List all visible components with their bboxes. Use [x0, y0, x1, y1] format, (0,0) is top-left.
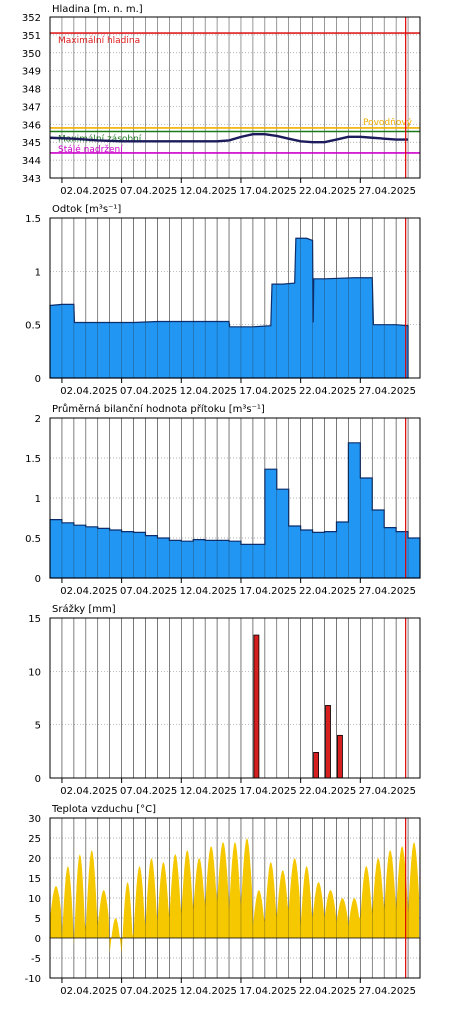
y-tick-label: 349 — [22, 67, 41, 78]
x-tick-label: 17.04.2025 — [239, 986, 296, 997]
y-tick-label: 343 — [22, 174, 41, 185]
y-tick-label: 350 — [22, 49, 41, 60]
y-tick-label: 0 — [35, 574, 41, 585]
y-tick-label: 5 — [35, 721, 41, 732]
x-tick-label: 12.04.2025 — [180, 186, 237, 197]
outflow-area — [49, 237, 409, 379]
y-tick-label: -5 — [31, 954, 41, 965]
plot-frame — [49, 16, 421, 179]
x-tick-label: 02.04.2025 — [60, 186, 117, 197]
y-tick-label: 25 — [28, 834, 41, 845]
chart-title: Průměrná bilanční hodnota přítoku [m³s⁻¹… — [52, 403, 265, 415]
x-tick-label: 22.04.2025 — [299, 186, 356, 197]
x-tick-label: 12.04.2025 — [180, 586, 237, 597]
x-tick-label: 22.04.2025 — [299, 586, 356, 597]
y-tick-label: 5 — [35, 914, 41, 925]
level-series-line — [49, 132, 409, 144]
y-tick-label: 346 — [22, 120, 41, 131]
y-tick-label: 344 — [22, 156, 41, 167]
x-tick-label: 27.04.2025 — [359, 186, 416, 197]
y-tick-label: 2 — [35, 414, 41, 425]
chart-title: Teplota vzduchu [°C] — [51, 804, 156, 815]
chart-title: Odtok [m³s⁻¹] — [52, 204, 121, 215]
x-tick-label: 17.04.2025 — [239, 786, 296, 797]
plot-area — [50, 618, 420, 778]
x-tick-label: 27.04.2025 — [359, 986, 416, 997]
reference-line-label: Povodňový — [363, 117, 413, 128]
x-tick-label: 02.04.2025 — [60, 986, 117, 997]
y-tick-label: 0.5 — [25, 321, 41, 332]
reference-line-label: Maximální hladina — [58, 36, 140, 46]
y-tick-label: -10 — [25, 974, 41, 985]
plot-frame — [49, 817, 421, 979]
x-tick-label: 22.04.2025 — [299, 986, 356, 997]
y-tick-label: 345 — [22, 138, 41, 149]
y-tick-label: 0 — [35, 374, 41, 385]
chart-panel-5: Teplota vzduchu [°C] -10 -5 0 5 10 15 20 25 30 02.… — [25, 804, 421, 997]
chart-title: Srážky [mm] — [52, 603, 116, 615]
y-tick-label: 10 — [28, 894, 41, 905]
temperature-area — [50, 838, 420, 954]
x-tick-label: 27.04.2025 — [359, 586, 416, 597]
y-tick-label: 15 — [28, 614, 41, 625]
x-tick-label: 07.04.2025 — [120, 586, 177, 597]
y-tick-label: 0 — [35, 934, 41, 945]
plot-area — [50, 17, 420, 178]
precipitation-bar — [325, 705, 331, 779]
x-tick-label: 02.04.2025 — [60, 586, 117, 597]
x-tick-label: 12.04.2025 — [180, 386, 237, 397]
chart-panel-1: Hladina [m. n. m.] 343 344 345 346 347 348 349 3… — [22, 4, 421, 197]
y-tick-label: 348 — [22, 85, 41, 96]
reference-line-label: Stálé nadržení — [58, 144, 123, 155]
x-tick-label: 07.04.2025 — [120, 386, 177, 397]
x-tick-label: 12.04.2025 — [180, 986, 237, 997]
y-tick-label: 352 — [22, 13, 41, 24]
x-tick-label: 07.04.2025 — [120, 786, 177, 797]
x-tick-label: 02.04.2025 — [60, 386, 117, 397]
chart-panel-4: Srážky [mm] 0 5 10 15 02.04.2025 07.04.2025 12.… — [28, 603, 421, 797]
y-tick-label: 0.5 — [25, 534, 41, 545]
precipitation-bar — [253, 634, 260, 779]
x-tick-label: 17.04.2025 — [239, 386, 296, 397]
y-tick-label: 351 — [22, 31, 41, 42]
y-tick-label: 1.5 — [25, 454, 41, 465]
chart-panel-3: Průměrná bilanční hodnota přítoku [m³s⁻¹… — [25, 403, 421, 597]
plot-frame — [49, 217, 421, 379]
x-tick-label: 22.04.2025 — [299, 786, 356, 797]
y-tick-label: 0 — [35, 774, 41, 785]
precipitation-bar — [337, 734, 343, 779]
y-tick-label: 20 — [28, 854, 41, 865]
plot-frame — [49, 417, 421, 579]
y-tick-label: 10 — [28, 667, 41, 678]
x-tick-label: 07.04.2025 — [120, 186, 177, 197]
x-tick-label: 17.04.2025 — [239, 186, 296, 197]
y-tick-label: 30 — [28, 814, 41, 825]
precipitation-bar — [313, 752, 319, 779]
x-tick-label: 27.04.2025 — [359, 786, 416, 797]
y-tick-label: 1 — [35, 267, 41, 278]
y-tick-label: 1 — [35, 494, 41, 505]
x-tick-label: 17.04.2025 — [239, 586, 296, 597]
y-tick-label: 1.5 — [25, 214, 41, 225]
y-tick-label: 347 — [22, 102, 41, 113]
y-tick-label: 15 — [28, 874, 41, 885]
chart-title: Hladina [m. n. m.] — [52, 4, 143, 15]
plot-frame — [49, 617, 421, 779]
x-tick-label: 22.04.2025 — [299, 386, 356, 397]
chart-panel-2: Odtok [m³s⁻¹] 0 0.5 1 1.5 02.04.2025 07.04.202… — [25, 204, 421, 397]
x-tick-label: 02.04.2025 — [60, 786, 117, 797]
x-tick-label: 27.04.2025 — [359, 386, 416, 397]
x-tick-label: 07.04.2025 — [120, 986, 177, 997]
x-tick-label: 12.04.2025 — [180, 786, 237, 797]
